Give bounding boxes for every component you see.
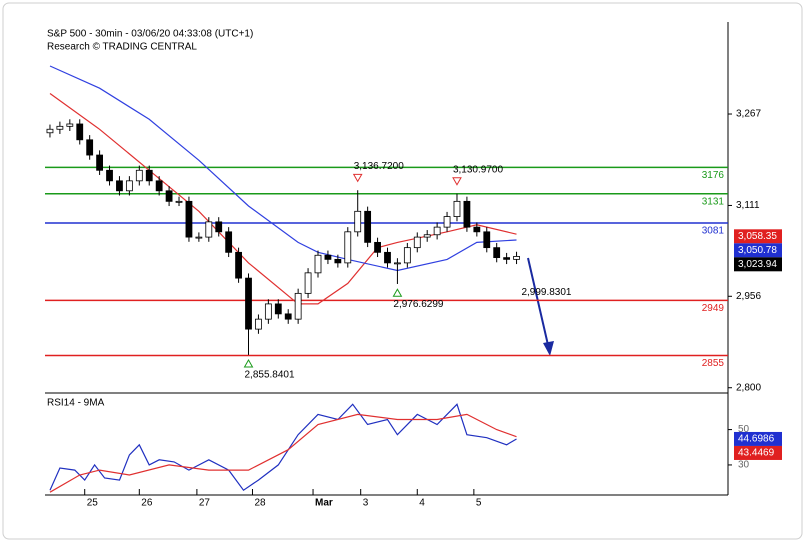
candle-body [423, 234, 431, 238]
candle-body [433, 226, 441, 236]
marker-up [243, 358, 254, 368]
candle-body [374, 241, 381, 253]
candle-body [264, 303, 272, 320]
x-tick-label: 27 [199, 498, 211, 509]
level-label: 3081 [702, 226, 725, 237]
x-tick-label: 5 [476, 498, 482, 509]
annotation-label: 2,855.8401 [245, 370, 295, 381]
candle-body [344, 231, 352, 264]
candle-body [255, 318, 262, 330]
x-tick-label: Mar [315, 498, 333, 509]
candle-body [96, 154, 104, 171]
candle-body [364, 210, 372, 243]
candle-body [116, 180, 123, 192]
marker-down [452, 177, 462, 186]
price-tag-label: 3,058.35 [738, 231, 777, 242]
candle-body [513, 256, 520, 260]
chart-subtitle: Research © TRADING CENTRAL [47, 42, 197, 53]
level-label: 3176 [702, 170, 725, 181]
candle-body [354, 210, 362, 233]
candle-body [245, 277, 252, 330]
candle-body [205, 221, 213, 238]
candle-body [195, 236, 203, 239]
candle-body [334, 258, 342, 264]
candle-body [106, 169, 113, 182]
level-label: 3131 [702, 196, 725, 207]
candle-body [135, 169, 143, 182]
candle-body [413, 236, 421, 249]
candle-body [175, 200, 183, 203]
candle-body [473, 226, 481, 233]
price-tag [734, 243, 782, 258]
candle-body [165, 190, 173, 202]
marker-up [392, 288, 403, 297]
annotation-label: 3,136.7200 [354, 161, 404, 172]
y-tick-label: 30 [738, 460, 750, 471]
candle-body [394, 262, 401, 265]
annotation-label: 2,976.6299 [393, 299, 443, 310]
candle-body [294, 292, 302, 320]
price-tag-label: 44.6986 [738, 434, 775, 445]
candle-body [443, 216, 451, 228]
indicator-line [49, 65, 517, 272]
candle-body [86, 139, 94, 156]
candle-body [155, 180, 163, 192]
candle-body [493, 247, 501, 259]
candle-body [503, 257, 511, 260]
price-tag [734, 229, 782, 244]
candle-body [235, 251, 242, 279]
x-tick-label: 25 [87, 498, 99, 509]
candle-body [215, 221, 223, 233]
annotation-label: 2,999.8301 [521, 287, 571, 298]
price-tag-label: 3,050.78 [738, 245, 777, 256]
rsi-title: RSI14 - 9MA [47, 398, 105, 409]
candle-body [463, 200, 471, 228]
price-tag [734, 257, 782, 272]
forecast-arrow [527, 257, 554, 356]
price-tag-label: 43.4469 [738, 448, 775, 459]
candle-body [284, 313, 292, 320]
candle-body [403, 247, 411, 264]
x-tick-label: 3 [363, 498, 369, 509]
x-tick-label: 26 [141, 498, 153, 509]
price-tag-label: 3,023.94 [738, 259, 777, 270]
candle-body [304, 272, 312, 294]
candle-body [76, 123, 84, 141]
x-tick-label: 4 [419, 498, 425, 509]
candle-body [225, 231, 233, 253]
candle-body [324, 254, 332, 260]
indicator-line [49, 403, 517, 492]
candle-body [66, 123, 74, 127]
marker-down [352, 173, 363, 183]
level-label: 2949 [702, 303, 725, 314]
indicator-line [49, 413, 517, 493]
annotation-label: 3,130.9700 [453, 164, 503, 175]
x-tick-label: 28 [254, 498, 266, 509]
candle-body [185, 200, 193, 238]
candle-body [274, 303, 282, 315]
candle-body [145, 169, 153, 182]
price-tag [734, 431, 782, 446]
y-tick-label: 2,956 [736, 291, 761, 302]
y-tick-label: 3,111 [736, 200, 760, 211]
y-tick-label: 50 [738, 424, 750, 435]
candle-body [56, 125, 64, 130]
candle-body [483, 231, 491, 249]
candle-body [125, 180, 133, 192]
candle-body [453, 200, 461, 217]
chart-title: S&P 500 - 30min - 03/06/20 04:33:08 (UTC… [47, 29, 253, 40]
candle-body [314, 254, 322, 274]
candle-body [46, 128, 54, 134]
y-tick-label: 2,800 [736, 382, 761, 393]
price-tag [734, 445, 782, 460]
level-label: 2855 [702, 358, 725, 369]
candle-body [384, 251, 391, 264]
y-tick-label: 3,267 [736, 109, 761, 120]
